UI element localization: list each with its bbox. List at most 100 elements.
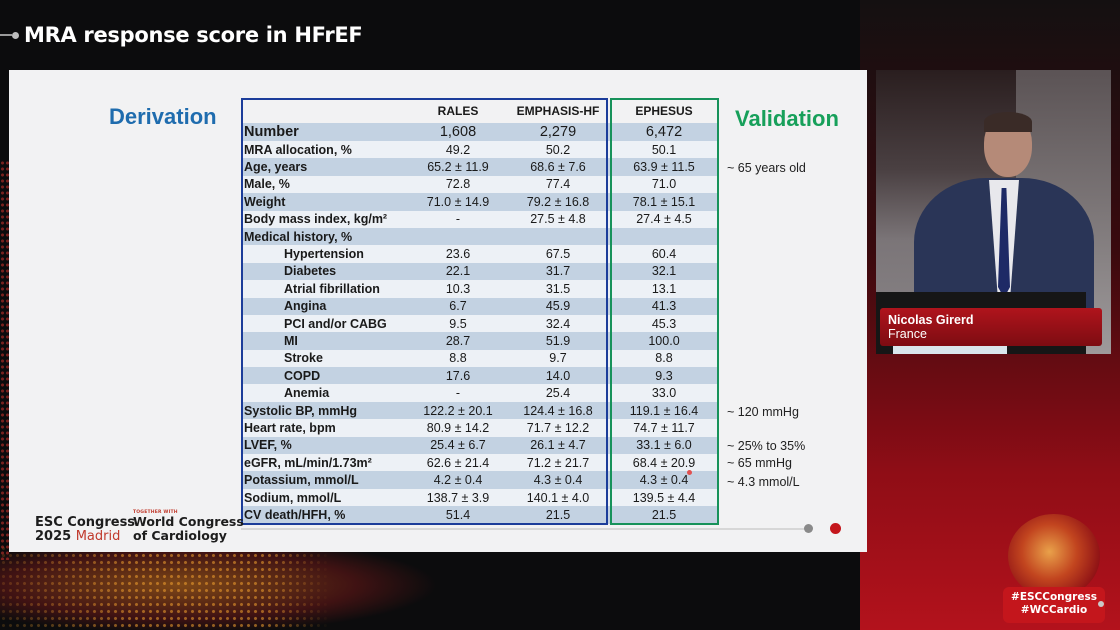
row-label: Potassium, mmol/L — [244, 473, 359, 488]
cell-ephesus: 33.1 ± 6.0 — [636, 438, 692, 453]
speaker-hair — [984, 112, 1032, 132]
cell-ephesus: 13.1 — [651, 281, 677, 296]
cell-emphasis-hf: 140.1 ± 4.0 — [526, 490, 590, 505]
row-label: Body mass index, kg/m² — [244, 212, 388, 227]
cell-emphasis-hf: 51.9 — [545, 333, 571, 348]
table-row: Heart rate, bpm 80.9 ± 14.2 71.7 ± 12.2 74.… — [241, 419, 719, 437]
cell-rales: - — [455, 386, 461, 401]
esc-logo-year: 2025 — [35, 529, 72, 544]
cell-ephesus: 8.8 — [655, 351, 673, 366]
speaker-name: Nicolas Girerd — [888, 313, 974, 327]
wcc-logo-line1: World Congress — [133, 514, 244, 529]
cell-rales: 72.8 — [445, 177, 471, 192]
progress-dot-icon — [804, 524, 813, 533]
header-line-decoration — [0, 34, 12, 36]
table-row: CV death/HFH, % 51.4 21.5 21.5 — [241, 506, 719, 524]
baseline-characteristics-table: RALES EMPHASIS-HF EPHESUS Number 1,608 2,2… — [241, 98, 719, 524]
esc-logo-line1: ESC Congress — [35, 515, 136, 530]
cell-ephesus: 68.4 ± 20.9 — [632, 455, 696, 470]
table-row: Systolic BP, mmHg 122.2 ± 20.1 124.4 ± 16.… — [241, 401, 719, 420]
cell-emphasis-hf: 67.5 — [545, 247, 571, 262]
row-label: Sodium, mmol/L — [244, 490, 342, 505]
cell-emphasis-hf: 9.7 — [549, 351, 567, 366]
table-row: Atrial fibrillation 10.3 31.5 13.1 — [241, 280, 719, 298]
speaker-video — [876, 70, 1111, 354]
note-age: ~ 65 years old — [727, 161, 806, 175]
name-badge-underbar — [893, 346, 1007, 354]
progress-current-dot-icon — [830, 523, 841, 534]
cell-rales: 22.1 — [445, 264, 471, 279]
speaker-country: France — [888, 327, 927, 341]
cell-emphasis-hf: 32.4 — [545, 316, 571, 331]
cell-emphasis-hf: 2,279 — [539, 124, 577, 140]
cell-rales: 23.6 — [445, 247, 471, 262]
cell-ephesus: 41.3 — [651, 299, 677, 314]
cell-rales: 80.9 ± 14.2 — [426, 420, 490, 435]
cell-emphasis-hf: 21.5 — [545, 507, 571, 522]
cell-emphasis-hf: 79.2 ± 16.8 — [526, 194, 590, 209]
cell-rales: 4.2 ± 0.4 — [433, 473, 483, 488]
note-egfr: ~ 65 mmHg — [727, 456, 792, 470]
row-label: Age, years — [244, 160, 308, 175]
globe-logo-icon — [1008, 514, 1100, 598]
row-label: COPD — [284, 368, 321, 383]
row-label: Systolic BP, mmHg — [244, 403, 358, 418]
table-row: Number 1,608 2,279 6,472 — [241, 123, 719, 141]
cell-ephesus: 9.3 — [655, 368, 673, 383]
cell-emphasis-hf: 71.7 ± 12.2 — [526, 420, 590, 435]
row-label: eGFR, mL/min/1.73m² — [244, 455, 372, 470]
cell-ephesus: 6,472 — [645, 124, 683, 140]
row-label: Stroke — [284, 351, 323, 366]
table-row: Male, % 72.8 77.4 71.0 — [241, 175, 719, 194]
table-row: Medical history, % — [241, 227, 719, 246]
cell-rales: 10.3 — [445, 281, 471, 296]
world-congress-logo: TOGETHER WITH World Congress of Cardiolo… — [133, 510, 244, 542]
speaker-tie — [998, 188, 1010, 298]
cell-ephesus: 71.0 — [651, 177, 677, 192]
cell-ephesus: 50.1 — [651, 142, 677, 157]
table-row: eGFR, mL/min/1.73m² 62.6 ± 21.4 71.2 ± 21.… — [241, 454, 719, 472]
table-row: Potassium, mmol/L 4.2 ± 0.4 4.3 ± 0.4 4.3 ±… — [241, 471, 719, 489]
esc-logo-city: Madrid — [75, 529, 121, 544]
cell-rales: 65.2 ± 11.9 — [427, 160, 489, 175]
cell-emphasis-hf: 50.2 — [545, 142, 571, 157]
esc-congress-logo: ESC Congress 2025 Madrid — [35, 516, 135, 544]
cell-ephesus: 63.9 ± 11.5 — [633, 160, 695, 175]
cell-ephesus: 32.1 — [651, 264, 677, 279]
slide: Derivation Validation RALES EMPHASIS-HF … — [9, 70, 867, 552]
cell-emphasis-hf: 14.0 — [545, 368, 571, 383]
row-label: Atrial fibrillation — [284, 281, 380, 296]
cell-rales: 8.8 — [449, 351, 467, 366]
cell-ephesus: 74.7 ± 11.7 — [633, 420, 695, 435]
cell-ephesus: 27.4 ± 4.5 — [636, 212, 692, 227]
cell-rales: 138.7 ± 3.9 — [426, 490, 490, 505]
row-label: MI — [284, 333, 298, 348]
table-row: PCI and/or CABG 9.5 32.4 45.3 — [241, 314, 719, 333]
table-row: LVEF, % 25.4 ± 6.7 26.1 ± 4.7 33.1 ± 6.0 — [241, 436, 719, 455]
row-label: Angina — [284, 299, 327, 314]
cell-rales: 28.7 — [445, 333, 471, 348]
column-header-rales: RALES — [437, 103, 479, 118]
cell-rales: 9.5 — [449, 316, 467, 331]
cell-emphasis-hf: 45.9 — [545, 299, 571, 314]
row-label: Weight — [244, 194, 286, 209]
decorative-particles-left — [0, 160, 10, 560]
table-row: Stroke 8.8 9.7 8.8 — [241, 349, 719, 368]
row-label: Diabetes — [284, 264, 337, 279]
cell-ephesus: 139.5 ± 4.4 — [632, 490, 696, 505]
table-row: Anemia - 25.4 33.0 — [241, 384, 719, 402]
cell-emphasis-hf: 26.1 ± 4.7 — [530, 438, 586, 453]
cell-ephesus: 45.3 — [651, 316, 677, 331]
decorative-particles — [0, 545, 330, 630]
cell-rales: 71.0 ± 14.9 — [426, 194, 490, 209]
cell-rales: 62.6 ± 21.4 — [426, 455, 490, 470]
row-label: Hypertension — [284, 247, 364, 262]
cell-ephesus: 60.4 — [651, 247, 677, 262]
derivation-label: Derivation — [109, 104, 217, 129]
cell-rales: 1,608 — [439, 124, 477, 140]
cell-ephesus: 21.5 — [651, 507, 677, 522]
cell-ephesus: 33.0 — [651, 386, 677, 401]
row-label: Anemia — [284, 386, 330, 401]
row-label: MRA allocation, % — [244, 142, 352, 157]
table-row: Body mass index, kg/m² - 27.5 ± 4.8 27.4 ± … — [241, 210, 719, 228]
